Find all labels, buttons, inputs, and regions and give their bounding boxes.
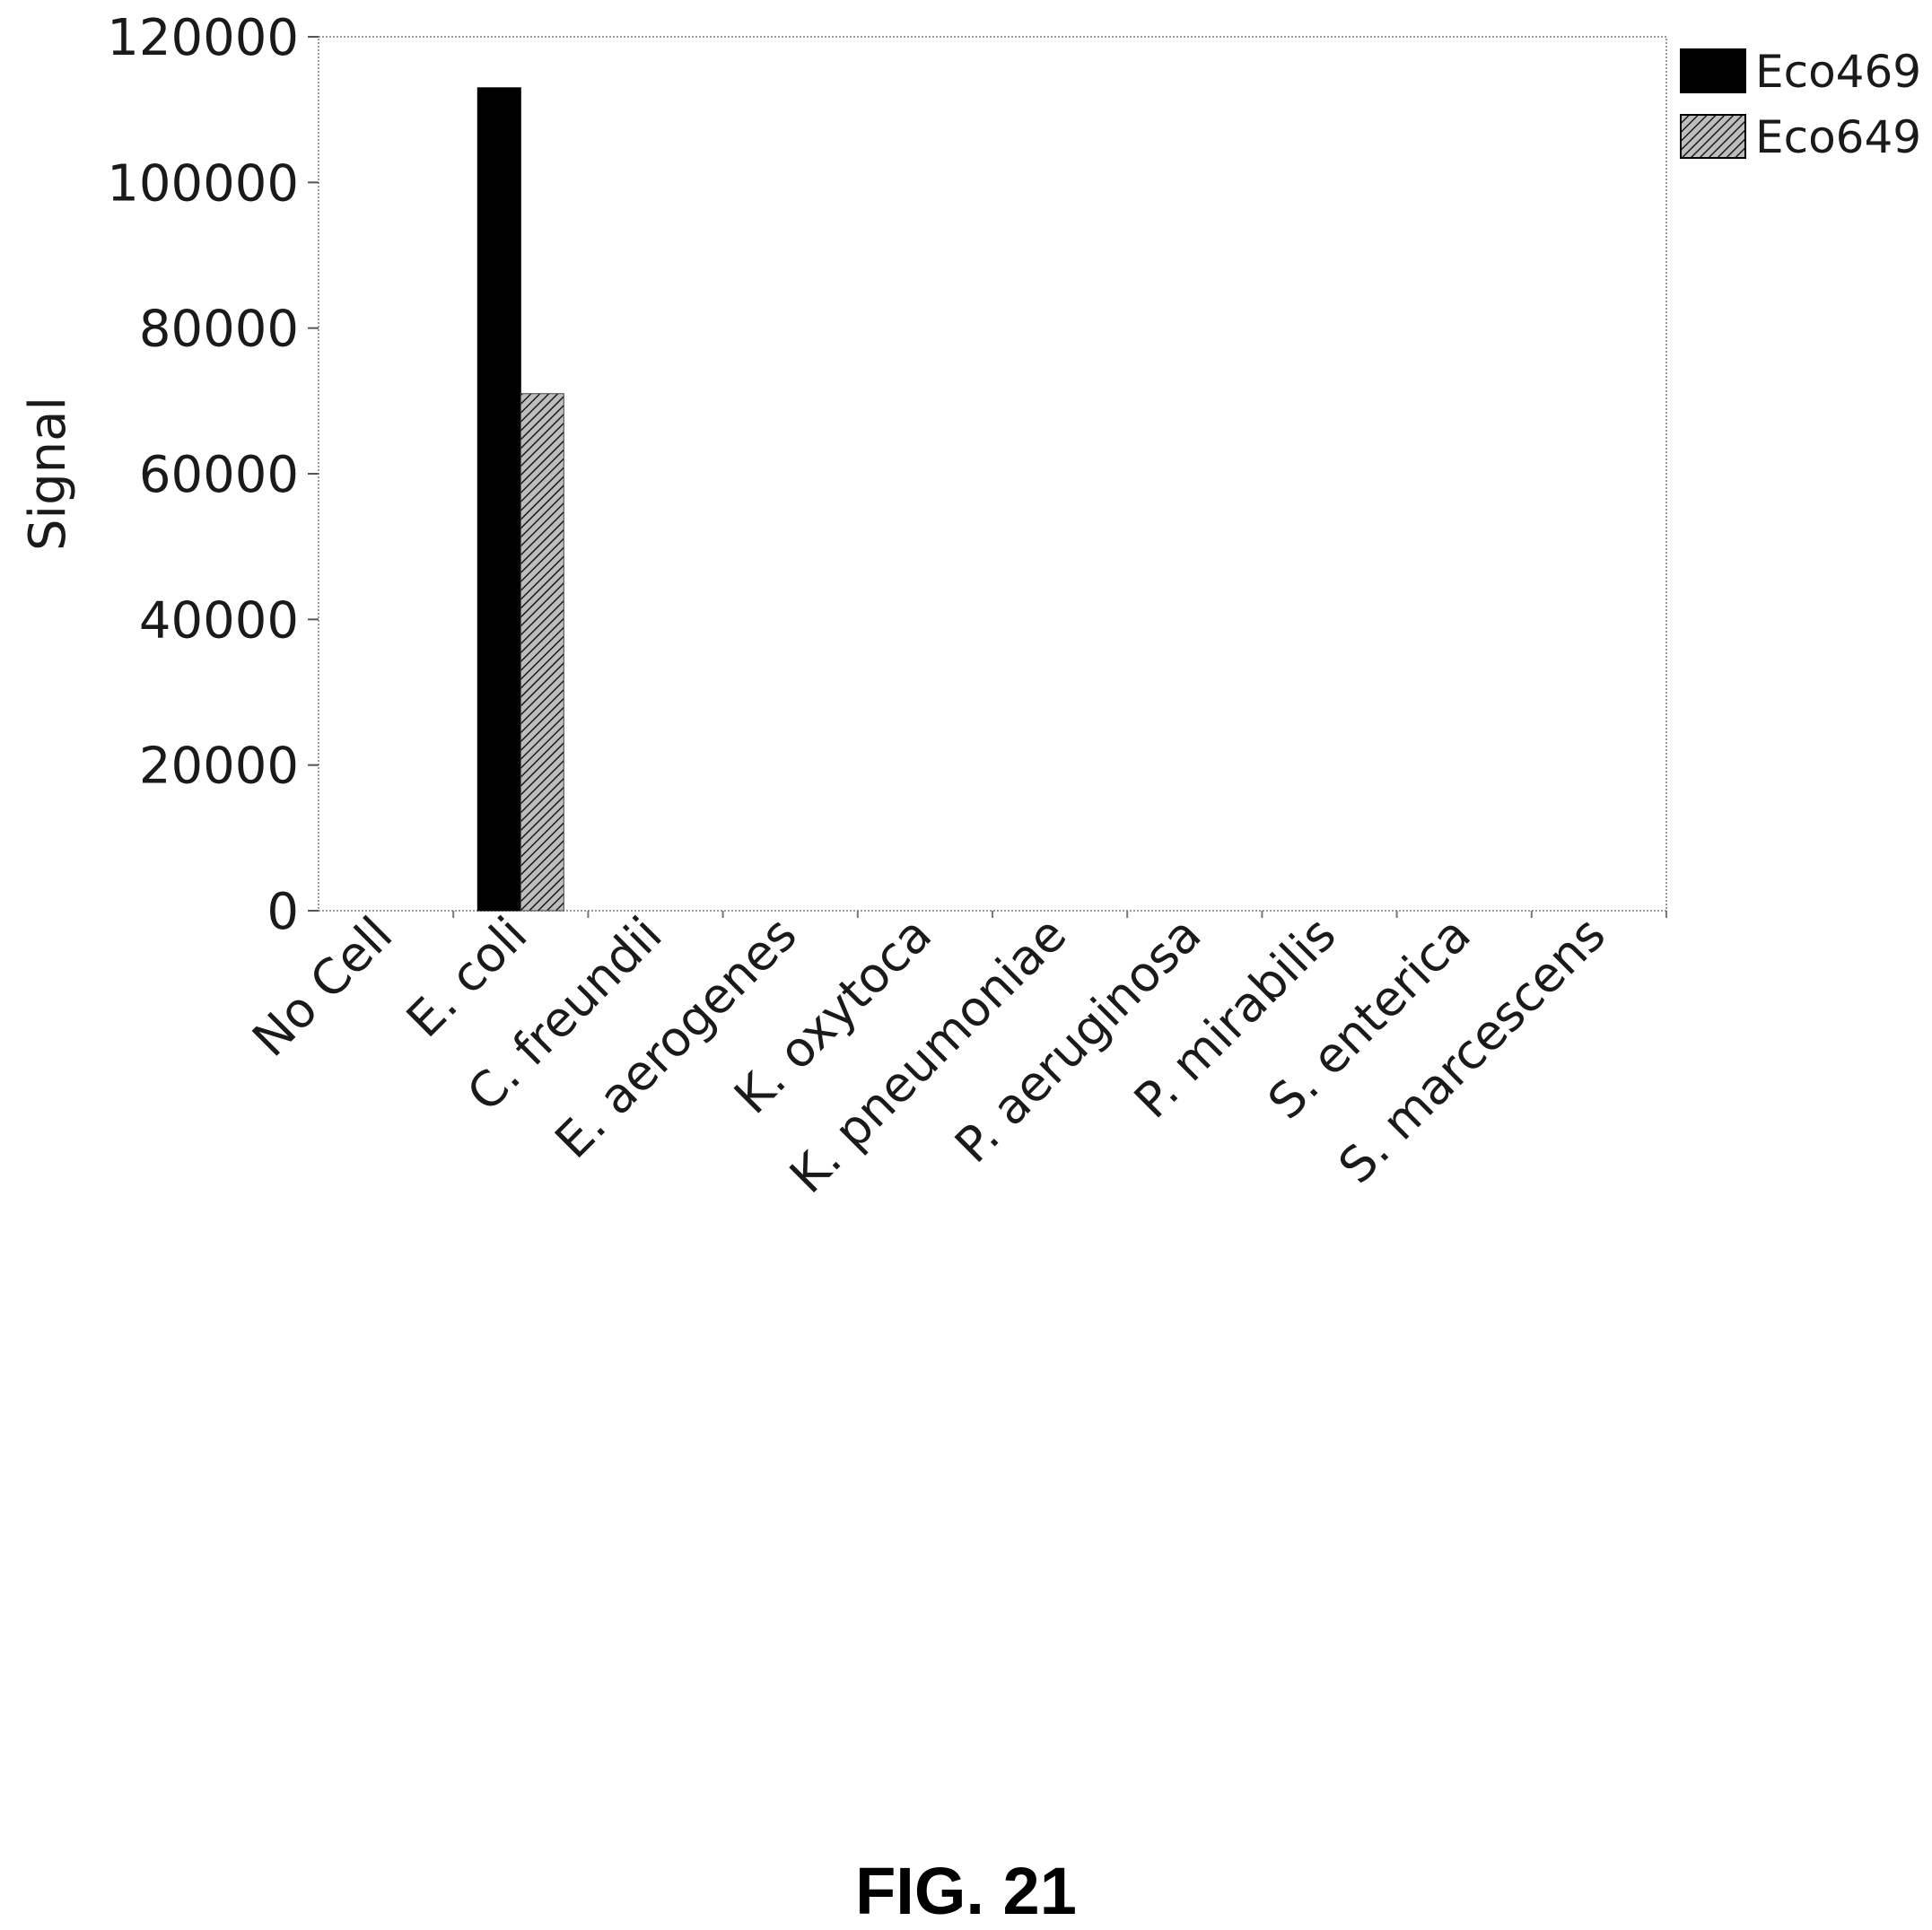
- bar-eco649-2: [520, 393, 564, 912]
- figure-caption: FIG. 21: [855, 1854, 1077, 1928]
- bar-eco469-2: [476, 87, 521, 912]
- y-tick-label: 60000: [139, 446, 299, 504]
- legend: Eco469 Eco649: [1680, 46, 1921, 163]
- bars: [476, 87, 564, 912]
- y-axis-label: Signal: [19, 397, 77, 551]
- legend-label-eco469: Eco469: [1755, 46, 1921, 98]
- y-axis: 0 20000 40000 60000 80000 100000 120000: [107, 9, 319, 941]
- legend-swatch-eco469: [1680, 48, 1746, 93]
- y-tick-label: 20000: [139, 738, 299, 796]
- y-tick-label: 120000: [107, 9, 299, 67]
- x-tick-label: E. aerogenes: [545, 906, 808, 1169]
- x-tick-label: No Cell: [241, 906, 403, 1068]
- y-tick-label: 100000: [107, 154, 299, 213]
- legend-label-eco649: Eco649: [1755, 111, 1921, 163]
- y-tick-label: 0: [267, 883, 299, 941]
- y-tick-label: 40000: [139, 591, 299, 650]
- legend-swatch-eco649: [1680, 114, 1746, 159]
- y-tick-label: 80000: [139, 301, 299, 359]
